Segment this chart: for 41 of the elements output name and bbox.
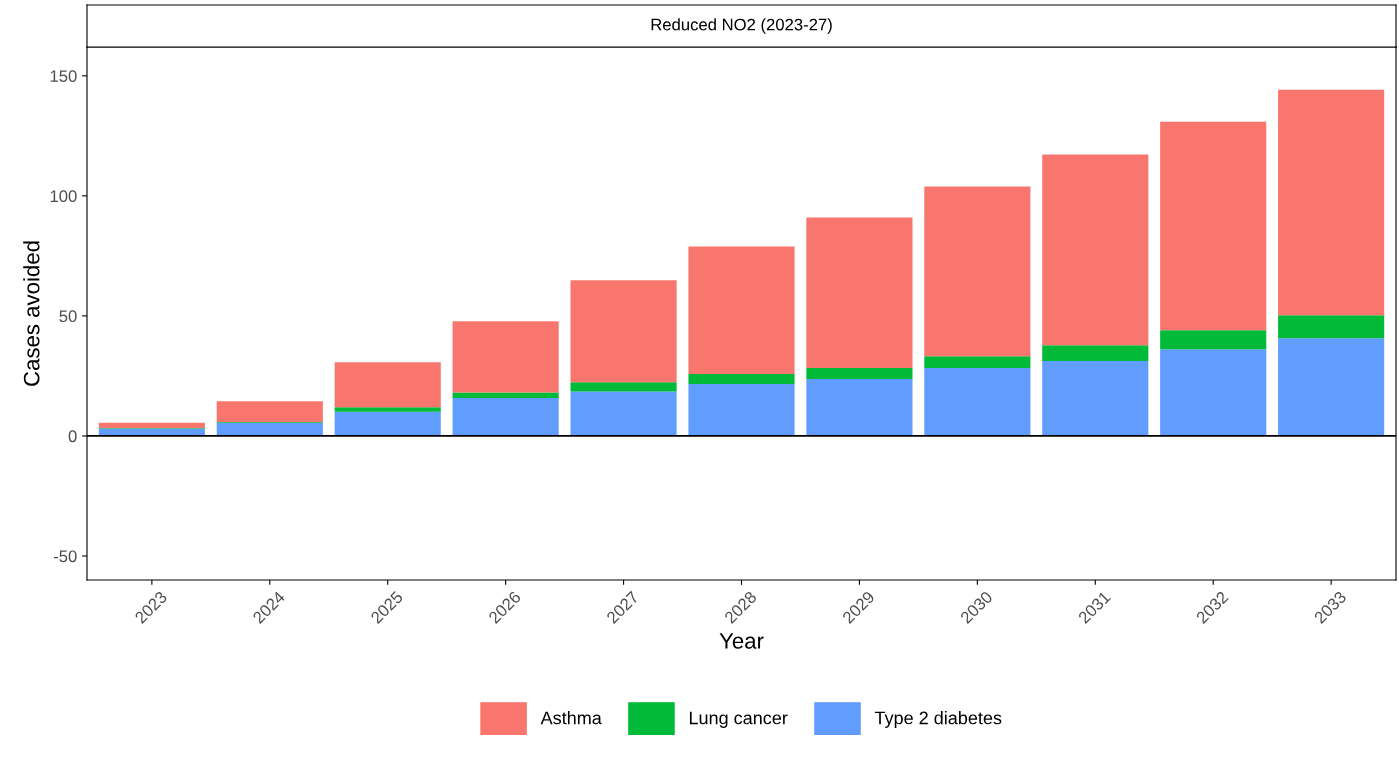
bar: [1278, 338, 1385, 436]
bar: [688, 374, 795, 385]
bar: [1278, 315, 1385, 339]
legend-label: Asthma: [540, 711, 602, 725]
bar: [806, 379, 913, 436]
bar: [1042, 345, 1149, 362]
bar: [452, 321, 559, 393]
bar: [1160, 121, 1267, 331]
bar: [216, 401, 323, 423]
bar: [98, 422, 205, 429]
bar: [334, 407, 441, 412]
bar: [1160, 349, 1267, 436]
y-tick-label: 150: [50, 70, 77, 83]
bar: [924, 186, 1031, 357]
bar: [452, 392, 559, 399]
bar: [334, 411, 441, 436]
bar: [452, 398, 559, 436]
legend-label: Lung cancer: [689, 711, 788, 728]
bar: [806, 368, 913, 380]
bar: [806, 217, 913, 368]
y-tick-label: -50: [53, 550, 77, 563]
bar: [570, 280, 677, 383]
bar: [688, 384, 795, 436]
bar: [1042, 361, 1149, 436]
y-tick-label: 100: [50, 190, 77, 203]
bar: [924, 368, 1031, 436]
bar: [1278, 89, 1385, 316]
bar: [216, 422, 323, 436]
bar: [924, 356, 1031, 368]
bar: [688, 246, 795, 374]
y-tick-label: 0: [68, 430, 77, 443]
bar: [570, 391, 677, 436]
legend-label: Type 2 diabetes: [874, 711, 1002, 728]
y-tick-label: 50: [59, 310, 77, 323]
x-axis-title: Year: [719, 633, 764, 649]
bar: [334, 362, 441, 408]
y-axis-title: Cases avoided: [23, 241, 40, 386]
bar: [570, 382, 677, 392]
bar: [1042, 154, 1149, 346]
bar: [1160, 330, 1267, 350]
chart-title: Reduced NO2 (2023-27): [651, 18, 832, 34]
